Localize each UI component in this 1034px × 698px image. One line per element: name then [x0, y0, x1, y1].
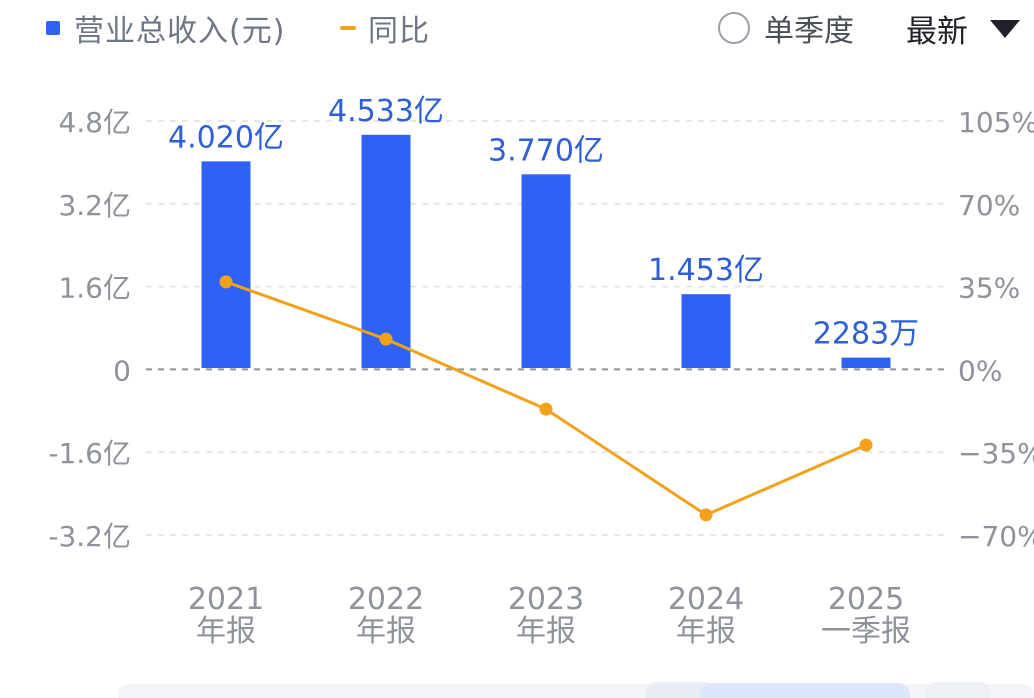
right-axis-tick-label: 0%	[958, 354, 1002, 387]
sort-dropdown[interactable]: 最新	[906, 6, 1020, 51]
bottom-tab-active[interactable]	[700, 683, 910, 698]
x-tick-label-period: 年报	[676, 614, 736, 649]
yoy-point	[699, 508, 713, 522]
left-axis-tick-label: 4.8亿	[58, 106, 131, 139]
x-tick-label-period: 年报	[196, 614, 256, 649]
x-tick-label-year: 2022	[348, 582, 424, 617]
yoy-swatch-icon	[340, 26, 356, 30]
legend-label-yoy: 同比	[368, 14, 430, 49]
bar-value-label: 3.770亿	[488, 133, 604, 168]
right-axis-tick-label: 35%	[958, 272, 1020, 305]
bar-value-label: 4.020亿	[168, 120, 284, 155]
right-axis-tick-label: 70%	[958, 189, 1020, 222]
bar-value-label: 1.453亿	[648, 253, 764, 288]
x-tick-label-period: 一季报	[821, 614, 911, 649]
left-axis-tick-label: 1.6亿	[58, 272, 131, 305]
single-quarter-label: 单季度	[764, 14, 854, 49]
revenue-bar	[361, 134, 411, 368]
right-axis-tick-label: 105%	[958, 106, 1034, 139]
x-tick-label-year: 2023	[508, 582, 584, 617]
x-tick-label-period: 年报	[516, 614, 576, 649]
revenue-bar	[681, 294, 731, 368]
left-axis-tick-label: -1.6亿	[48, 437, 131, 470]
x-tick-label-year: 2024	[668, 582, 744, 617]
radio-circle-icon[interactable]	[718, 12, 750, 44]
left-axis-tick-label: 0	[113, 354, 131, 387]
x-tick-label-period: 年报	[356, 614, 416, 649]
right-axis-tick-label: −70%	[958, 520, 1034, 553]
left-axis-tick-label: 3.2亿	[58, 189, 131, 222]
legend-item-revenue[interactable]: 营业总收入(元)	[46, 6, 285, 50]
caret-down-icon[interactable]	[990, 19, 1020, 38]
yoy-point	[859, 438, 873, 452]
bottom-tab-right[interactable]	[925, 682, 991, 698]
left-axis-tick-label: -3.2亿	[48, 520, 131, 553]
revenue-bar	[201, 161, 251, 368]
bar-value-label: 4.533亿	[328, 94, 444, 129]
revenue-bar	[841, 357, 891, 368]
yoy-point	[379, 332, 393, 346]
x-tick-label-year: 2021	[188, 582, 264, 617]
yoy-point	[219, 275, 233, 289]
bottom-tab-left[interactable]	[645, 682, 715, 698]
sort-label: 最新	[906, 14, 968, 50]
chart-legend: 营业总收入(元) 同比	[0, 0, 1034, 56]
x-tick-label-year: 2025	[828, 582, 904, 617]
right-axis-tick-label: −35%	[958, 437, 1034, 470]
single-quarter-toggle[interactable]: 单季度	[718, 6, 854, 50]
bar-value-label: 2283万	[813, 317, 919, 352]
yoy-point	[539, 402, 553, 416]
legend-label-revenue: 营业总收入(元)	[74, 14, 286, 49]
revenue-swatch-icon	[46, 21, 60, 35]
legend-item-yoy[interactable]: 同比	[340, 6, 430, 50]
revenue-bar	[521, 174, 571, 368]
